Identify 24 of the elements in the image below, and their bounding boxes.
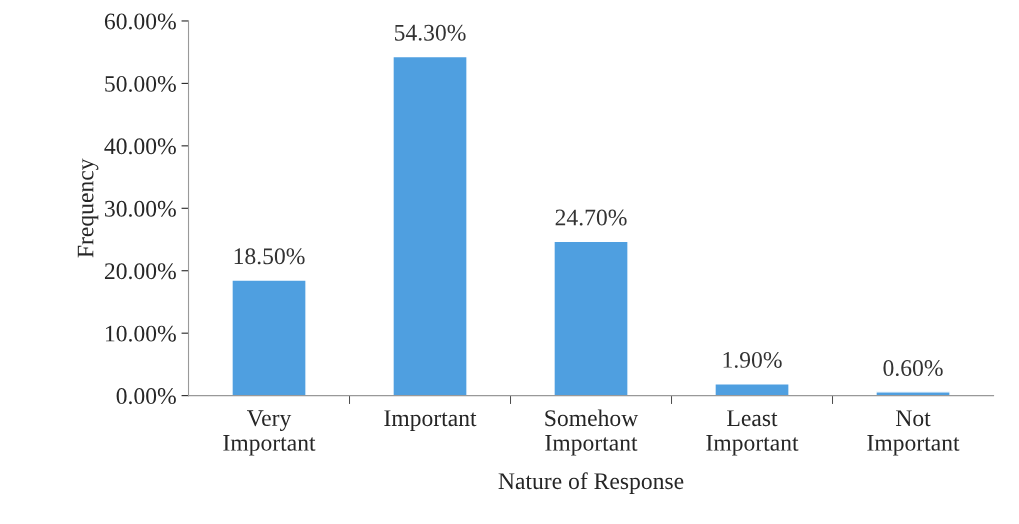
y-tick-label: 30.00% bbox=[105, 200, 176, 217]
data-label: 18.50% bbox=[234, 248, 305, 265]
y-tick-label: 40.00% bbox=[104, 138, 176, 155]
y-tick-label: 50.00% bbox=[105, 75, 176, 92]
data-label: 54.30% bbox=[394, 24, 466, 41]
x-axis-title: Nature of Response bbox=[498, 472, 684, 494]
x-tick-label: Least Important bbox=[706, 410, 799, 456]
bar bbox=[553, 240, 629, 396]
data-label: 1.90% bbox=[723, 351, 782, 368]
bar bbox=[231, 279, 307, 396]
y-tick-label: 20.00% bbox=[104, 263, 176, 280]
x-tick-label: Important bbox=[384, 410, 477, 431]
y-tick-label: 60.00% bbox=[104, 13, 176, 30]
bar bbox=[875, 391, 951, 396]
bar bbox=[392, 55, 468, 396]
data-label: 24.70% bbox=[555, 209, 627, 226]
x-tick-label: Not Important bbox=[867, 410, 960, 456]
data-label: 0.60% bbox=[883, 360, 943, 377]
y-tick-label: 10.00% bbox=[105, 325, 176, 342]
x-tick-label: Somehow Important bbox=[545, 409, 639, 456]
y-axis-title: Frequency bbox=[77, 158, 99, 258]
x-tick-label: Very Important bbox=[223, 410, 316, 456]
y-tick-label: 0.00% bbox=[116, 388, 176, 405]
bar bbox=[714, 383, 790, 396]
